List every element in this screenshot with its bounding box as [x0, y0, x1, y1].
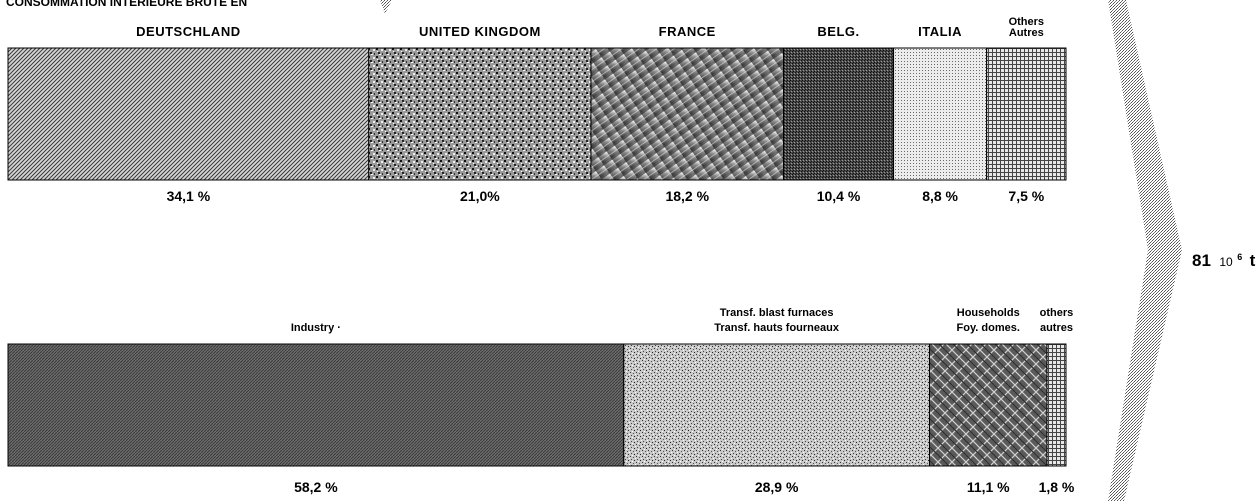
header-arrow-tip — [380, 0, 392, 14]
country-label-others-autres: Others — [1009, 16, 1044, 28]
country-label-others-autres: Autres — [1009, 27, 1044, 39]
sector-label-transf-blast-furnaces-transf-hauts-fourneaux: Transf. blast furnaces — [720, 307, 834, 319]
sector-segment-households-foy-domes — [929, 343, 1048, 467]
sector-percent-industry: 58,2 % — [294, 479, 338, 495]
total-unit-exp: 6 — [1237, 252, 1242, 262]
total-label: 81 10 6 t — [1192, 247, 1256, 270]
country-percent-united-kingdom: 21,0% — [460, 188, 500, 204]
country-segment-italia — [893, 47, 988, 181]
country-segment-united-kingdom — [368, 47, 592, 181]
sector-bar: Industry · 58,2 % Transf. blast furnaces Tr… — [7, 307, 1075, 495]
country-percent-others-autres: 7,5 % — [1008, 188, 1044, 204]
country-percent-belg: 10,4 % — [817, 188, 861, 204]
country-label-france: FRANCE — [659, 24, 716, 39]
sector-label-others-autres: autres — [1040, 322, 1073, 334]
sector-segment-industry — [7, 343, 625, 467]
country-bar: DEUTSCHLAND 34,1 % UNITED KINGDOM 21,0% FRAN… — [7, 16, 1067, 204]
country-label-united-kingdom: UNITED KINGDOM — [419, 24, 541, 39]
total-value: 81 — [1192, 251, 1211, 270]
country-label-belg: BELG. — [817, 24, 859, 39]
sector-label-households-foy-domes: Foy. domes. — [957, 322, 1020, 334]
total-arrow — [1108, 0, 1182, 501]
sector-percent-others-autres: 1,8 % — [1039, 479, 1075, 495]
sector-percent-transf-blast-furnaces-transf-hauts-fourneaux: 28,9 % — [755, 479, 799, 495]
country-percent-italia: 8,8 % — [922, 188, 958, 204]
sector-label-transf-blast-furnaces-transf-hauts-fourneaux: Transf. hauts fourneaux — [714, 322, 840, 334]
country-percent-deutschland: 34,1 % — [167, 188, 211, 204]
sector-segment-others-autres — [1046, 343, 1067, 467]
total-unit: t — [1250, 251, 1256, 270]
country-percent-france: 18,2 % — [665, 188, 709, 204]
sector-percent-households-foy-domes: 11,1 % — [967, 479, 1010, 495]
country-segment-belg — [783, 47, 895, 181]
sector-label-others-autres: others — [1040, 307, 1074, 319]
sector-segment-transf-blast-furnaces-transf-hauts-fourneaux — [623, 343, 931, 467]
country-segment-others-autres — [986, 47, 1067, 181]
sector-label-industry: Industry · — [291, 322, 341, 334]
header-text: CONSOMMATION INTÉRIEURE BRUTE EN — [6, 0, 247, 9]
total-unit-base: 10 — [1219, 255, 1233, 269]
sector-label-households-foy-domes: Households — [957, 307, 1020, 319]
country-segment-france — [590, 47, 785, 181]
country-segment-deutschland — [7, 47, 370, 181]
country-label-italia: ITALIA — [918, 24, 962, 39]
country-label-deutschland: DEUTSCHLAND — [136, 24, 240, 39]
